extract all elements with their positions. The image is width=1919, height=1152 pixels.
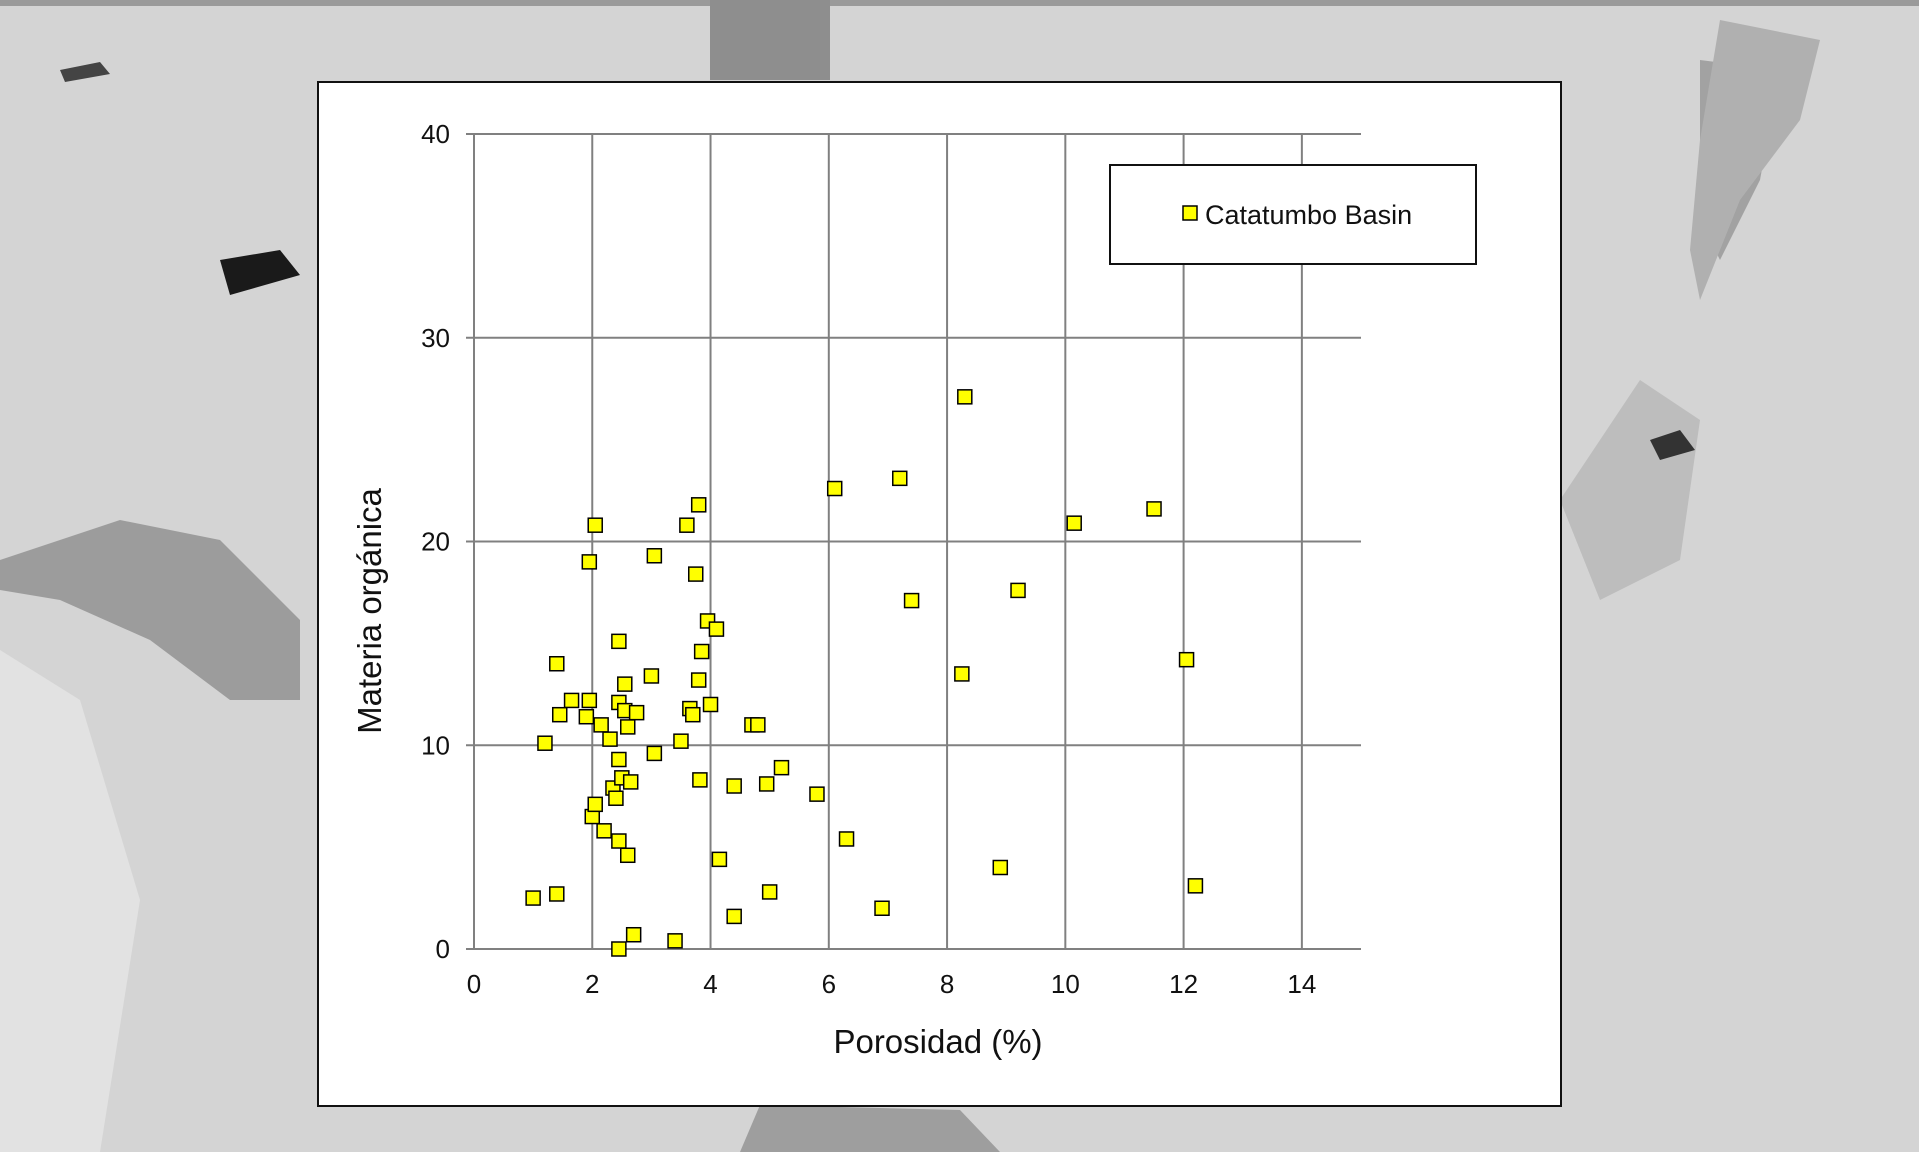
data-point (726, 778, 742, 794)
data-point (596, 823, 612, 839)
data-point (1187, 878, 1204, 894)
x-tick-label: 6 (822, 969, 836, 999)
data-point (773, 759, 790, 776)
legend-label: Catatumbo Basin (1205, 200, 1412, 230)
x-tick-label: 0 (467, 969, 481, 999)
data-point (611, 941, 627, 957)
y-tick-label: 20 (421, 527, 450, 557)
data-point (809, 786, 825, 802)
legend: Catatumbo Basin (1109, 164, 1477, 265)
data-point (625, 926, 642, 943)
data-point (581, 554, 598, 570)
data-point (619, 719, 636, 735)
data-point (874, 900, 890, 916)
data-point (667, 933, 683, 949)
data-point (688, 566, 704, 582)
data-point (587, 796, 603, 813)
data-point (679, 517, 695, 533)
data-point (537, 735, 553, 751)
data-point (1178, 651, 1195, 668)
data-point (602, 731, 618, 747)
data-point (1066, 515, 1082, 531)
data-point (549, 656, 565, 672)
data-point (690, 672, 707, 688)
y-tick-label: 30 (421, 323, 450, 353)
data-point (992, 859, 1009, 876)
data-point (702, 696, 719, 713)
data-point (617, 676, 633, 692)
data-point (685, 706, 701, 723)
data-point (628, 704, 645, 721)
x-tick-label: 14 (1287, 969, 1316, 999)
data-point (593, 717, 609, 733)
data-point (643, 668, 660, 684)
data-point (525, 890, 541, 906)
data-point (551, 706, 568, 723)
x-tick-label: 8 (940, 969, 954, 999)
data-point (563, 692, 580, 709)
chart-panel: 0 2 4 6 8 10 12 14 0 10 20 30 40 Porosidad (%) Mater… (317, 81, 1562, 1107)
grid-lines (466, 133, 1361, 950)
data-point (646, 745, 663, 762)
legend-box (1109, 164, 1477, 265)
data-point (892, 470, 908, 487)
data-point (619, 847, 636, 864)
data-point (708, 621, 725, 637)
data-point (726, 908, 742, 925)
data-point (622, 774, 639, 790)
data-point (954, 666, 970, 682)
scatter-plot: 0 2 4 6 8 10 12 14 0 10 20 30 40 Porosidad (%) Mater… (351, 119, 1477, 1060)
data-point (1010, 582, 1026, 599)
data-point (611, 633, 627, 650)
legend-marker (1182, 205, 1198, 221)
data-point (608, 790, 624, 806)
data-point (578, 708, 595, 725)
x-tick-label: 10 (1051, 969, 1080, 999)
data-point (761, 884, 778, 900)
y-tick-label: 40 (421, 119, 450, 149)
data-point (587, 517, 603, 533)
data-point (693, 643, 710, 660)
y-axis-title: Materia orgánica (351, 487, 388, 733)
data-points (525, 389, 1204, 957)
data-point (611, 751, 627, 768)
y-tick-label: 10 (421, 730, 450, 760)
x-tick-label: 12 (1169, 969, 1198, 999)
x-tick-label: 2 (585, 969, 599, 999)
data-point (611, 833, 627, 849)
y-tick-label: 0 (436, 934, 450, 964)
x-axis-title: Porosidad (%) (833, 1023, 1042, 1060)
data-point (903, 592, 920, 609)
data-point (549, 886, 565, 902)
data-point (646, 548, 663, 564)
data-point (692, 772, 708, 788)
data-point (838, 831, 855, 847)
data-point (750, 717, 766, 733)
data-point (673, 733, 689, 749)
data-point (826, 480, 843, 497)
data-point (758, 776, 775, 792)
tick-labels: 0 2 4 6 8 10 12 14 0 10 20 30 40 (421, 119, 1316, 999)
data-point (957, 389, 973, 405)
data-point (711, 851, 728, 868)
data-point (1146, 501, 1162, 517)
data-point (690, 497, 707, 513)
data-point (581, 692, 598, 709)
x-tick-label: 4 (703, 969, 717, 999)
